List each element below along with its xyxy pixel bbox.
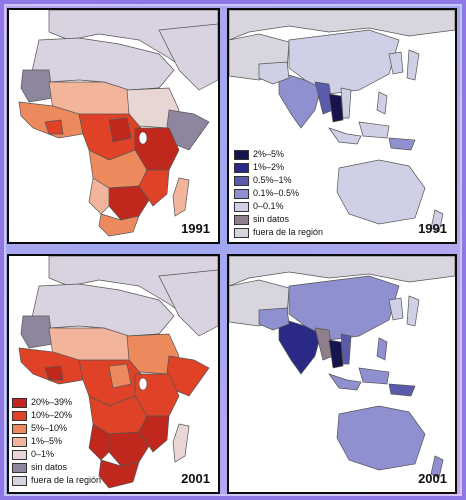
swatch-1-5	[12, 436, 27, 447]
year-label: 1991	[181, 221, 210, 236]
legend-label: 0–0.1%	[253, 201, 284, 211]
legend-item: 0–0.1%	[234, 200, 323, 213]
legend-label: 1%–2%	[253, 162, 285, 172]
year-label: 2001	[418, 471, 447, 486]
legend-label: sin datos	[253, 214, 290, 224]
legend-item: 1%–2%	[234, 161, 323, 174]
swatch-no-data	[12, 462, 27, 473]
legend-item: 0–1%	[12, 448, 101, 461]
legend-item: fuera de la región	[234, 226, 323, 239]
legend-asia-1991: 2%–5% 1%–2% 0.5%–1% 0.1%–0.5% 0–0.1% sin…	[234, 148, 323, 239]
swatch-05-1	[234, 175, 249, 186]
year-label: 2001	[181, 471, 210, 486]
legend-item: fuera de la región	[12, 474, 101, 487]
legend-item: 1%–5%	[12, 435, 101, 448]
africa-2001-map	[9, 256, 218, 492]
legend-africa-2001: 20%–39% 10%–20% 5%–10% 1%–5% 0–1% sin da…	[12, 396, 101, 487]
legend-label: fuera de la región	[31, 475, 102, 485]
legend-label: 20%–39%	[31, 397, 73, 407]
swatch-2-5	[234, 149, 249, 160]
swatch-01-05	[234, 188, 249, 199]
swatch-20-39	[12, 397, 27, 408]
legend-item: 2%–5%	[234, 148, 323, 161]
swatch-out-region	[12, 475, 27, 486]
map-asia-2001: 2001	[227, 254, 457, 494]
swatch-0-1	[12, 449, 27, 460]
swatch-out-region	[234, 227, 249, 238]
swatch-10-20	[12, 410, 27, 421]
asia-2001-map	[229, 256, 455, 492]
swatch-5-10	[12, 423, 27, 434]
map-africa-2001: 20%–39% 10%–20% 5%–10% 1%–5% 0–1% sin da…	[7, 254, 220, 494]
legend-item: 0.1%–0.5%	[234, 187, 323, 200]
swatch-0-01	[234, 201, 249, 212]
map-asia-1991: 2%–5% 1%–2% 0.5%–1% 0.1%–0.5% 0–0.1% sin…	[227, 8, 457, 244]
africa-1991-map	[9, 10, 218, 242]
legend-label: 0.1%–0.5%	[253, 188, 300, 198]
legend-label: fuera de la región	[253, 227, 324, 237]
legend-item: sin datos	[12, 461, 101, 474]
legend-label: 5%–10%	[31, 423, 68, 433]
legend-item: 5%–10%	[12, 422, 101, 435]
legend-label: 2%–5%	[253, 149, 285, 159]
legend-item: 20%–39%	[12, 396, 101, 409]
legend-label: 1%–5%	[31, 436, 63, 446]
legend-item: 0.5%–1%	[234, 174, 323, 187]
legend-label: 0–1%	[31, 449, 55, 459]
legend-label: 10%–20%	[31, 410, 73, 420]
legend-item: 10%–20%	[12, 409, 101, 422]
legend-label: sin datos	[31, 462, 68, 472]
swatch-no-data	[234, 214, 249, 225]
map-africa-1991: 1991	[7, 8, 220, 244]
asia-1991-map	[229, 10, 455, 242]
year-label: 1991	[418, 221, 447, 236]
legend-label: 0.5%–1%	[253, 175, 292, 185]
swatch-1-2	[234, 162, 249, 173]
legend-item: sin datos	[234, 213, 323, 226]
